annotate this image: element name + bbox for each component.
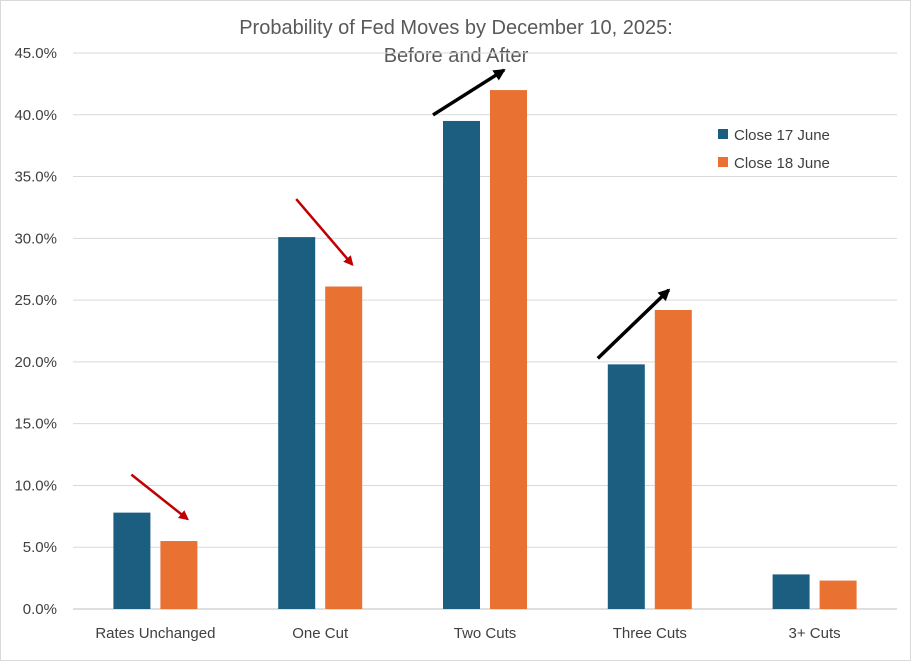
y-axis-ticks: 0.0% 5.0% 10.0% 15.0% 20.0% 25.0% 30.0% 35.0% 40…: [14, 45, 57, 618]
x-category-label: One Cut: [292, 625, 349, 642]
y-tick-label: 5.0%: [23, 539, 57, 556]
x-category-label: Rates Unchanged: [95, 625, 215, 642]
y-tick-label: 15.0%: [14, 416, 57, 433]
legend-label: Close 18 June: [734, 155, 830, 172]
bar: [443, 120, 480, 609]
y-tick-label: 35.0%: [14, 169, 57, 186]
trend-arrow-down: [130, 473, 189, 521]
legend-swatch: [718, 129, 728, 139]
x-category-label: Two Cuts: [454, 625, 517, 642]
chart-title: Probability of Fed Moves by December 10,…: [239, 17, 673, 39]
chart-subtitle: Before and After: [384, 45, 529, 67]
y-tick-label: 45.0%: [14, 45, 57, 62]
trend-arrow-up: [596, 288, 671, 360]
bar: [772, 574, 810, 609]
trend-arrows: [130, 68, 671, 521]
y-tick-label: 0.0%: [23, 601, 57, 618]
bars: [113, 90, 857, 610]
bar: [325, 286, 363, 609]
bar: [490, 90, 527, 610]
y-tick-label: 25.0%: [14, 292, 57, 309]
gridlines: [73, 52, 897, 610]
y-tick-label: 20.0%: [14, 354, 57, 371]
bar: [113, 512, 151, 609]
y-tick-label: 10.0%: [14, 477, 57, 494]
legend-swatch: [718, 157, 728, 167]
y-tick-label: 40.0%: [14, 107, 57, 124]
bar: [819, 580, 857, 609]
legend-label: Close 17 June: [734, 127, 830, 144]
trend-arrow-down: [295, 198, 354, 267]
bar: [160, 541, 198, 609]
bar: [278, 237, 316, 609]
bar: [654, 309, 692, 609]
y-tick-label: 30.0%: [14, 230, 57, 247]
x-category-label: 3+ Cuts: [789, 625, 841, 642]
x-axis-labels: Rates Unchanged One Cut Two Cuts Three Cuts…: [95, 625, 840, 642]
x-category-label: Three Cuts: [613, 625, 687, 642]
bar: [607, 364, 645, 609]
trend-arrow-up: [432, 68, 506, 117]
legend: Close 17 June Close 18 June: [718, 127, 830, 172]
